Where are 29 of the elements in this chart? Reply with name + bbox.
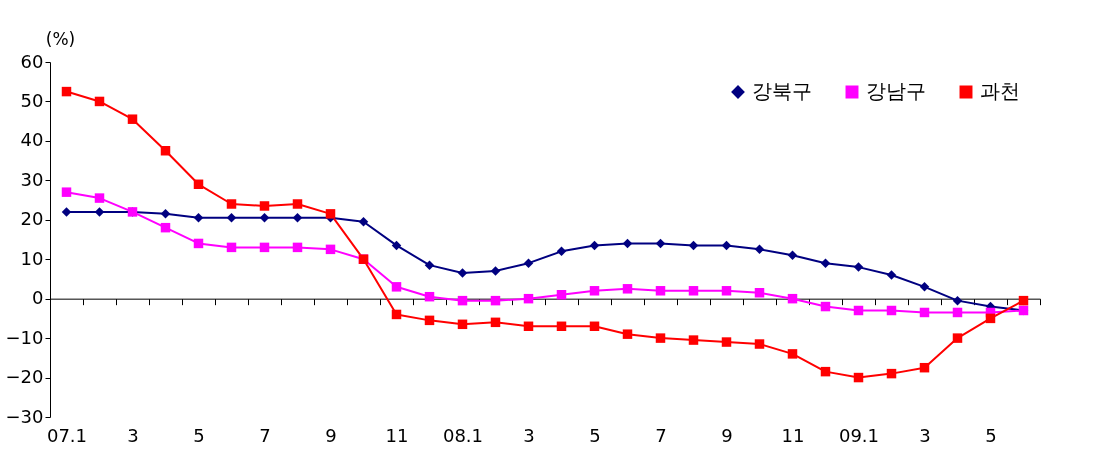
x-tick-label: 7 (259, 424, 271, 446)
legend-label: 과천 (980, 79, 1020, 103)
x-tick-label: 5 (589, 424, 601, 446)
x-tick-label: 08.1 (442, 424, 484, 446)
x-tick-label: 3 (523, 424, 535, 446)
y-tick-label: 10 (20, 247, 44, 269)
x-tick-label: 7 (655, 424, 667, 446)
x-tick-label: 5 (193, 424, 205, 446)
y-tick-label: −30 (5, 405, 44, 427)
x-tick-label: 11 (385, 424, 409, 446)
x-tick-label: 3 (919, 424, 931, 446)
legend-label: 강북구 (752, 79, 812, 103)
x-tick-label: 3 (127, 424, 139, 446)
y-axis-title: (%) (45, 28, 76, 49)
x-tick-label: 9 (325, 424, 337, 446)
y-tick-label: 50 (20, 89, 44, 111)
y-tick-label: 40 (20, 129, 44, 151)
x-tick-label: 09.1 (838, 424, 880, 446)
y-tick-label: 60 (20, 50, 44, 72)
y-tick-label: 0 (32, 287, 44, 309)
legend-label: 강남구 (866, 79, 926, 103)
y-tick-label: 20 (20, 208, 44, 230)
x-tick-label: 07.1 (46, 424, 88, 446)
y-tick-label: −10 (5, 326, 44, 348)
x-tick-label: 9 (721, 424, 733, 446)
y-tick-label: 30 (20, 168, 44, 190)
x-tick-label: 5 (985, 424, 997, 446)
y-tick-label: −20 (5, 366, 44, 388)
x-tick-label: 11 (781, 424, 805, 446)
